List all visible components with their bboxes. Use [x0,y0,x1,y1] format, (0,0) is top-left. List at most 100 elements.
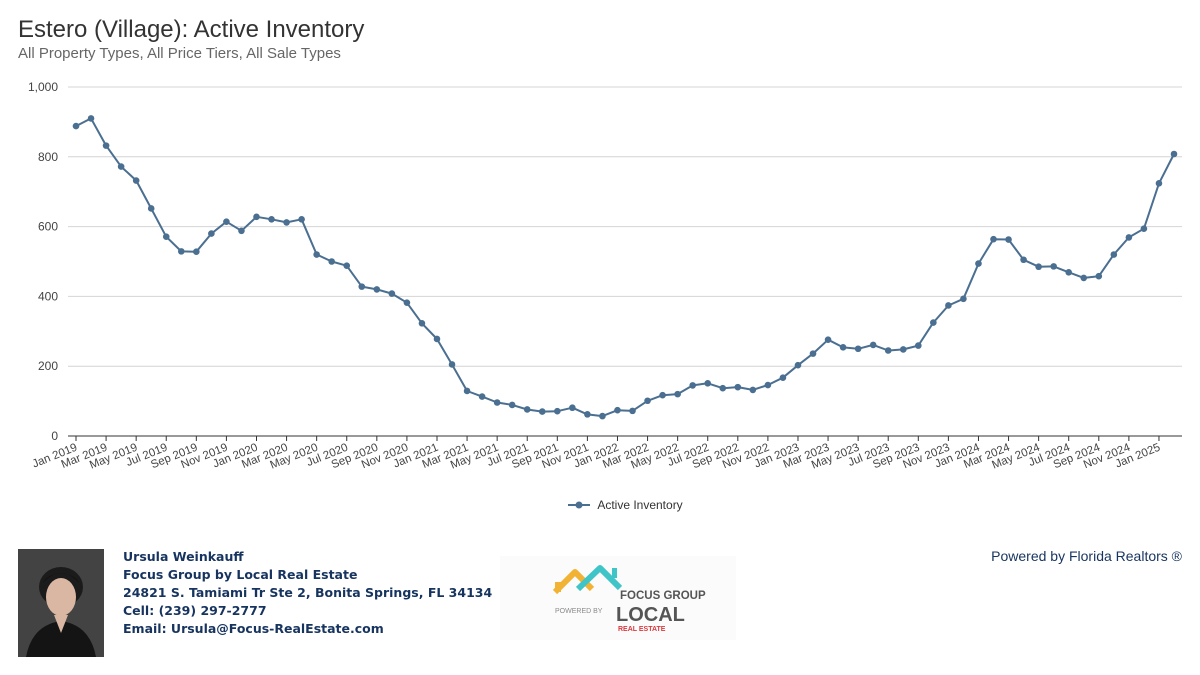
data-point [223,218,230,226]
data-point [569,404,576,412]
y-tick-label: 600 [38,220,58,234]
legend[interactable]: Active Inventory [0,498,1200,513]
data-point [734,383,742,391]
y-tick-label: 400 [38,289,58,303]
data-point [313,251,320,258]
data-point [960,295,967,303]
data-point [1050,263,1057,270]
data-point [1095,272,1103,280]
agent-cell[interactable]: Cell: (239) 297-2777 [123,603,267,618]
data-point [283,219,290,226]
data-point [659,391,666,399]
logo-focus-group: FOCUS GROUP [620,590,706,602]
data-point [72,122,80,130]
data-point [433,335,441,343]
data-point [930,319,937,326]
data-point [839,344,847,351]
data-point [463,387,471,395]
brokerage-logo: FOCUS GROUP POWERED BY LOCAL REAL ESTATE [500,556,736,640]
data-point [1125,234,1133,241]
data-point [915,342,922,349]
agent-address: 24821 S. Tamiami Tr Ste 2, Bonita Spring… [123,585,493,600]
data-point [493,399,501,406]
agent-email[interactable]: Email: Ursula@Focus-RealEstate.com [123,621,384,636]
data-point [554,407,561,415]
data-point [854,345,862,353]
data-point [147,205,155,212]
data-point [1005,236,1012,243]
data-point [162,233,170,241]
data-point [1155,180,1163,187]
data-point [990,235,997,243]
data-point [644,397,651,405]
data-point [1035,263,1042,271]
chart-title: Estero (Village): Active Inventory [18,16,365,43]
powered-by: Powered by Florida Realtors ® [991,548,1182,564]
data-point [208,230,215,237]
data-point [899,346,907,353]
data-point [869,341,877,349]
agent-contact: Ursula Weinkauff Focus Group by Local Re… [123,548,492,638]
chart-subtitle: All Property Types, All Price Tiers, All… [18,45,341,62]
data-point [102,142,110,149]
data-point [749,386,757,394]
data-point [117,163,125,170]
data-point [704,380,712,387]
data-point [884,347,892,354]
y-tick-label: 0 [51,429,58,443]
logo-powered-by: POWERED BY [555,608,603,615]
data-point [388,290,396,297]
legend-marker-icon [568,501,591,509]
legend-label: Active Inventory [597,498,683,512]
agent-portrait-icon [18,549,104,657]
data-point [1110,251,1118,258]
data-point [177,248,185,255]
data-point [824,336,832,343]
data-point [238,227,245,235]
agent-photo [18,549,104,657]
data-point [945,302,952,309]
data-point [448,361,456,368]
data-point [523,406,531,413]
data-point [779,374,787,382]
data-point [1140,225,1148,232]
series-line [75,117,1175,418]
data-point [1080,274,1088,282]
y-tick-label: 200 [38,359,58,373]
data-point [253,213,260,221]
data-point [403,299,411,306]
data-point [794,361,802,369]
data-point [1020,256,1027,264]
data-point [328,258,335,265]
data-point [1065,269,1073,276]
data-point [1170,150,1178,158]
gridlines [68,86,1182,437]
data-point [418,319,426,327]
data-point [538,408,546,415]
data-point [629,407,636,415]
data-point [809,350,817,357]
y-axis-ticks: 0 200 400 600 800 1,000 [28,80,58,443]
data-point [268,215,275,223]
data-point [343,262,351,269]
agent-name: Ursula Weinkauff [123,549,244,564]
data-point [193,248,200,256]
data-point [87,115,95,122]
agent-company: Focus Group by Local Real Estate [123,567,358,582]
data-point [689,382,696,389]
data-point [719,384,727,392]
data-point [584,411,591,418]
data-point [975,260,982,267]
logo-local: LOCAL [616,604,685,626]
data-point [599,412,606,420]
data-point [614,406,621,414]
data-point [373,286,381,293]
y-tick-label: 800 [38,150,58,164]
data-point [764,381,772,389]
series-active-inventory [72,115,1178,420]
data-point [674,390,681,398]
data-point [132,177,140,184]
data-point [358,283,366,290]
